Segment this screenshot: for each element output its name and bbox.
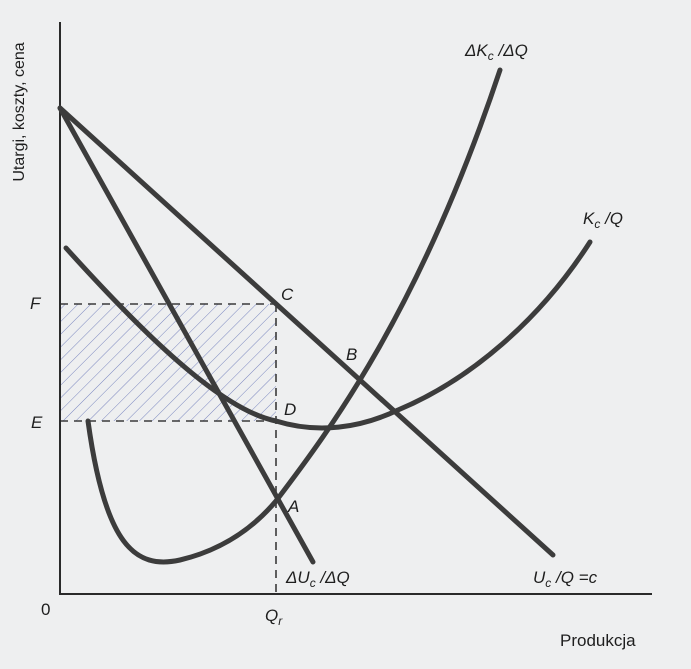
level-e-label: E xyxy=(31,413,43,432)
marginal-cost-curve xyxy=(85,67,503,565)
x-axis-label: Produkcja xyxy=(560,631,636,650)
point-d-label: D xyxy=(284,400,297,419)
marginal-revenue-line xyxy=(57,105,316,565)
level-f-label: F xyxy=(30,294,41,313)
marginal-revenue-label: ΔUc /ΔQ xyxy=(286,568,350,590)
origin-label: 0 xyxy=(41,600,51,619)
quantity-qr-label: Qr xyxy=(265,606,283,628)
average-revenue-label: Uc /Q =c xyxy=(533,568,598,590)
point-b-label: B xyxy=(346,345,358,364)
average-revenue-line xyxy=(57,105,556,558)
average-cost-label: Kc /Q xyxy=(583,209,624,231)
point-a-label: A xyxy=(288,497,300,516)
average-cost-curve xyxy=(63,239,593,431)
point-c-label: C xyxy=(281,285,294,304)
profit-area xyxy=(60,304,276,421)
marginal-cost-label: ΔKc /ΔQ xyxy=(465,41,528,63)
y-axis-label: Utargi, koszty, cena xyxy=(11,42,28,182)
